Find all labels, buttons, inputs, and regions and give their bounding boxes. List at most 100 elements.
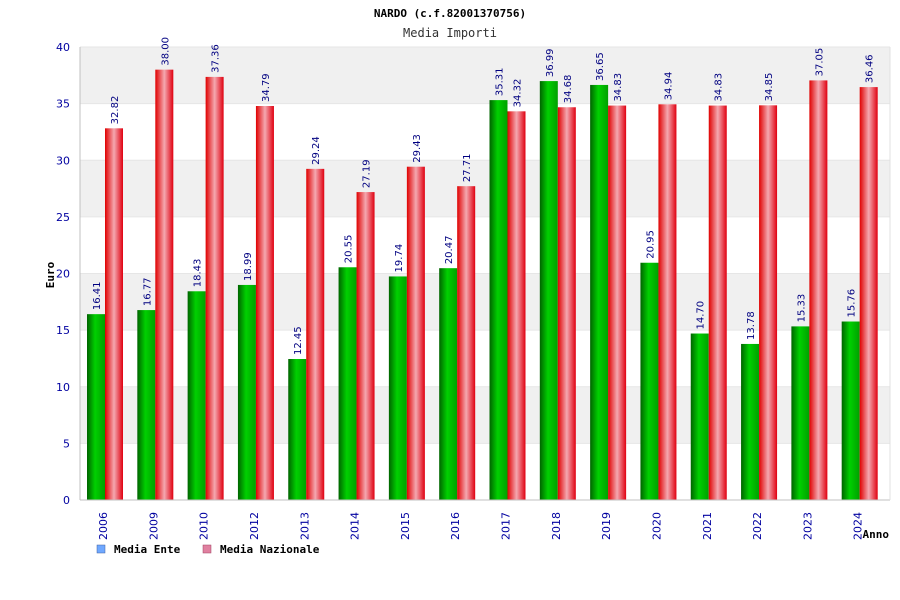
y-tick-label: 20 — [56, 268, 70, 281]
x-tick-label: 2016 — [449, 512, 462, 540]
value-label-nazionale: 34.94 — [663, 72, 674, 101]
value-label-ente: 19.74 — [394, 244, 405, 273]
x-tick-label: 2019 — [600, 512, 613, 540]
chart-subtitle: Media Importi — [403, 26, 497, 40]
bar-media-ente — [791, 326, 810, 500]
bar-media-nazionale — [557, 107, 576, 501]
bar-media-ente — [338, 267, 357, 500]
bar-media-nazionale — [708, 105, 727, 501]
value-label-nazionale: 29.24 — [311, 136, 322, 165]
value-label-nazionale: 34.85 — [764, 73, 775, 102]
value-label-ente: 36.65 — [595, 52, 606, 81]
legend-swatch-nazionale — [202, 544, 212, 554]
legend-swatch-ente — [96, 544, 106, 554]
bars — [87, 69, 878, 501]
value-label-nazionale: 37.05 — [814, 48, 825, 77]
x-tick-label: 2020 — [650, 512, 663, 540]
bar-media-ente — [590, 84, 609, 500]
value-label-nazionale: 27.19 — [362, 159, 373, 188]
x-tick-label: 2017 — [500, 512, 513, 540]
value-label-nazionale: 37.36 — [211, 44, 222, 73]
value-label-nazionale: 27.71 — [462, 154, 473, 183]
x-tick-label: 2012 — [248, 512, 261, 540]
y-axis-ticks: 0 5 10 15 20 25 30 35 40 — [56, 41, 70, 507]
x-tick-label: 2022 — [751, 512, 764, 540]
bar-media-ente — [640, 262, 659, 500]
value-label-nazionale: 38.00 — [160, 37, 171, 66]
value-label-nazionale: 34.32 — [513, 79, 524, 108]
bar-media-nazionale — [255, 106, 274, 501]
value-label-nazionale: 32.82 — [110, 96, 121, 125]
x-tick-label: 2024 — [852, 512, 865, 540]
value-label-ente: 18.99 — [243, 252, 254, 281]
bar-media-ente — [690, 333, 709, 500]
x-tick-label: 2015 — [399, 512, 412, 540]
bar-media-ente — [439, 268, 458, 500]
bar-media-nazionale — [105, 128, 123, 500]
value-label-ente: 20.47 — [444, 236, 455, 265]
bar-media-ente — [137, 310, 156, 500]
value-label-ente: 16.77 — [142, 277, 153, 306]
value-label-ente: 36.99 — [545, 48, 556, 77]
y-tick-label: 25 — [56, 211, 70, 224]
value-label-nazionale: 29.43 — [412, 134, 423, 163]
bar-media-ente — [237, 284, 256, 500]
bar-media-nazionale — [507, 111, 526, 501]
value-labels: 16.41 32.82 16.77 38.00 18.43 37.36 18.99 34.79… — [92, 37, 876, 355]
value-label-ente: 14.70 — [696, 301, 707, 330]
x-tick-label: 2009 — [147, 512, 160, 540]
value-label-ente: 35.31 — [495, 67, 506, 96]
y-axis-label: Euro — [44, 261, 57, 288]
value-label-nazionale: 34.83 — [613, 73, 624, 102]
y-tick-label: 10 — [56, 381, 70, 394]
x-axis-ticks: 2006 2009 2010 2012 2013 2014 2015 2016 2017 2018… — [97, 512, 865, 540]
x-tick-label: 2010 — [198, 512, 211, 540]
value-label-ente: 20.95 — [645, 230, 656, 259]
y-tick-label: 0 — [63, 494, 70, 507]
value-label-nazionale: 36.46 — [865, 54, 876, 83]
value-label-ente: 16.41 — [92, 282, 103, 311]
value-label-ente: 15.33 — [796, 294, 807, 323]
y-tick-label: 30 — [56, 154, 70, 167]
x-axis-label: Anno — [863, 528, 890, 541]
y-tick-label: 5 — [63, 437, 70, 450]
bar-media-ente — [539, 81, 558, 500]
chart-title: NARDO (c.f.82001370756) — [374, 7, 526, 20]
y-tick-label: 15 — [56, 324, 70, 337]
bar-media-nazionale — [406, 166, 425, 500]
bar-media-nazionale — [658, 104, 677, 500]
bar-media-ente — [288, 359, 307, 500]
legend-label-ente: Media Ente — [114, 543, 181, 556]
bar-media-nazionale — [809, 80, 828, 500]
x-tick-label: 2023 — [801, 512, 814, 540]
bar-media-nazionale — [457, 186, 476, 500]
bar-media-ente — [87, 314, 105, 500]
bar-media-ente — [388, 276, 407, 500]
value-label-ente: 15.76 — [847, 289, 858, 318]
value-label-nazionale: 34.68 — [563, 75, 574, 104]
bar-media-ente — [841, 321, 860, 500]
value-label-nazionale: 34.83 — [714, 73, 725, 102]
x-tick-label: 2006 — [97, 512, 110, 540]
bar-media-nazionale — [306, 168, 325, 500]
legend-label-nazionale: Media Nazionale — [220, 543, 320, 556]
x-tick-label: 2014 — [349, 512, 362, 540]
value-label-ente: 12.45 — [293, 326, 304, 355]
bar-media-nazionale — [205, 76, 224, 500]
value-label-ente: 20.55 — [344, 235, 355, 264]
bar-media-nazionale — [356, 192, 375, 501]
x-tick-label: 2013 — [298, 512, 311, 540]
value-label-ente: 13.78 — [746, 311, 757, 340]
bar-media-nazionale — [759, 105, 778, 500]
bar-media-ente — [489, 100, 508, 500]
value-label-nazionale: 34.79 — [261, 73, 272, 102]
y-tick-label: 40 — [56, 41, 70, 54]
x-tick-label: 2018 — [550, 512, 563, 540]
bar-media-nazionale — [608, 105, 627, 501]
bar-media-nazionale — [859, 87, 878, 500]
x-tick-label: 2021 — [701, 512, 714, 540]
bar-media-nazionale — [155, 69, 174, 501]
legend: Media Ente Media Nazionale — [96, 543, 320, 556]
y-tick-label: 35 — [56, 98, 70, 111]
